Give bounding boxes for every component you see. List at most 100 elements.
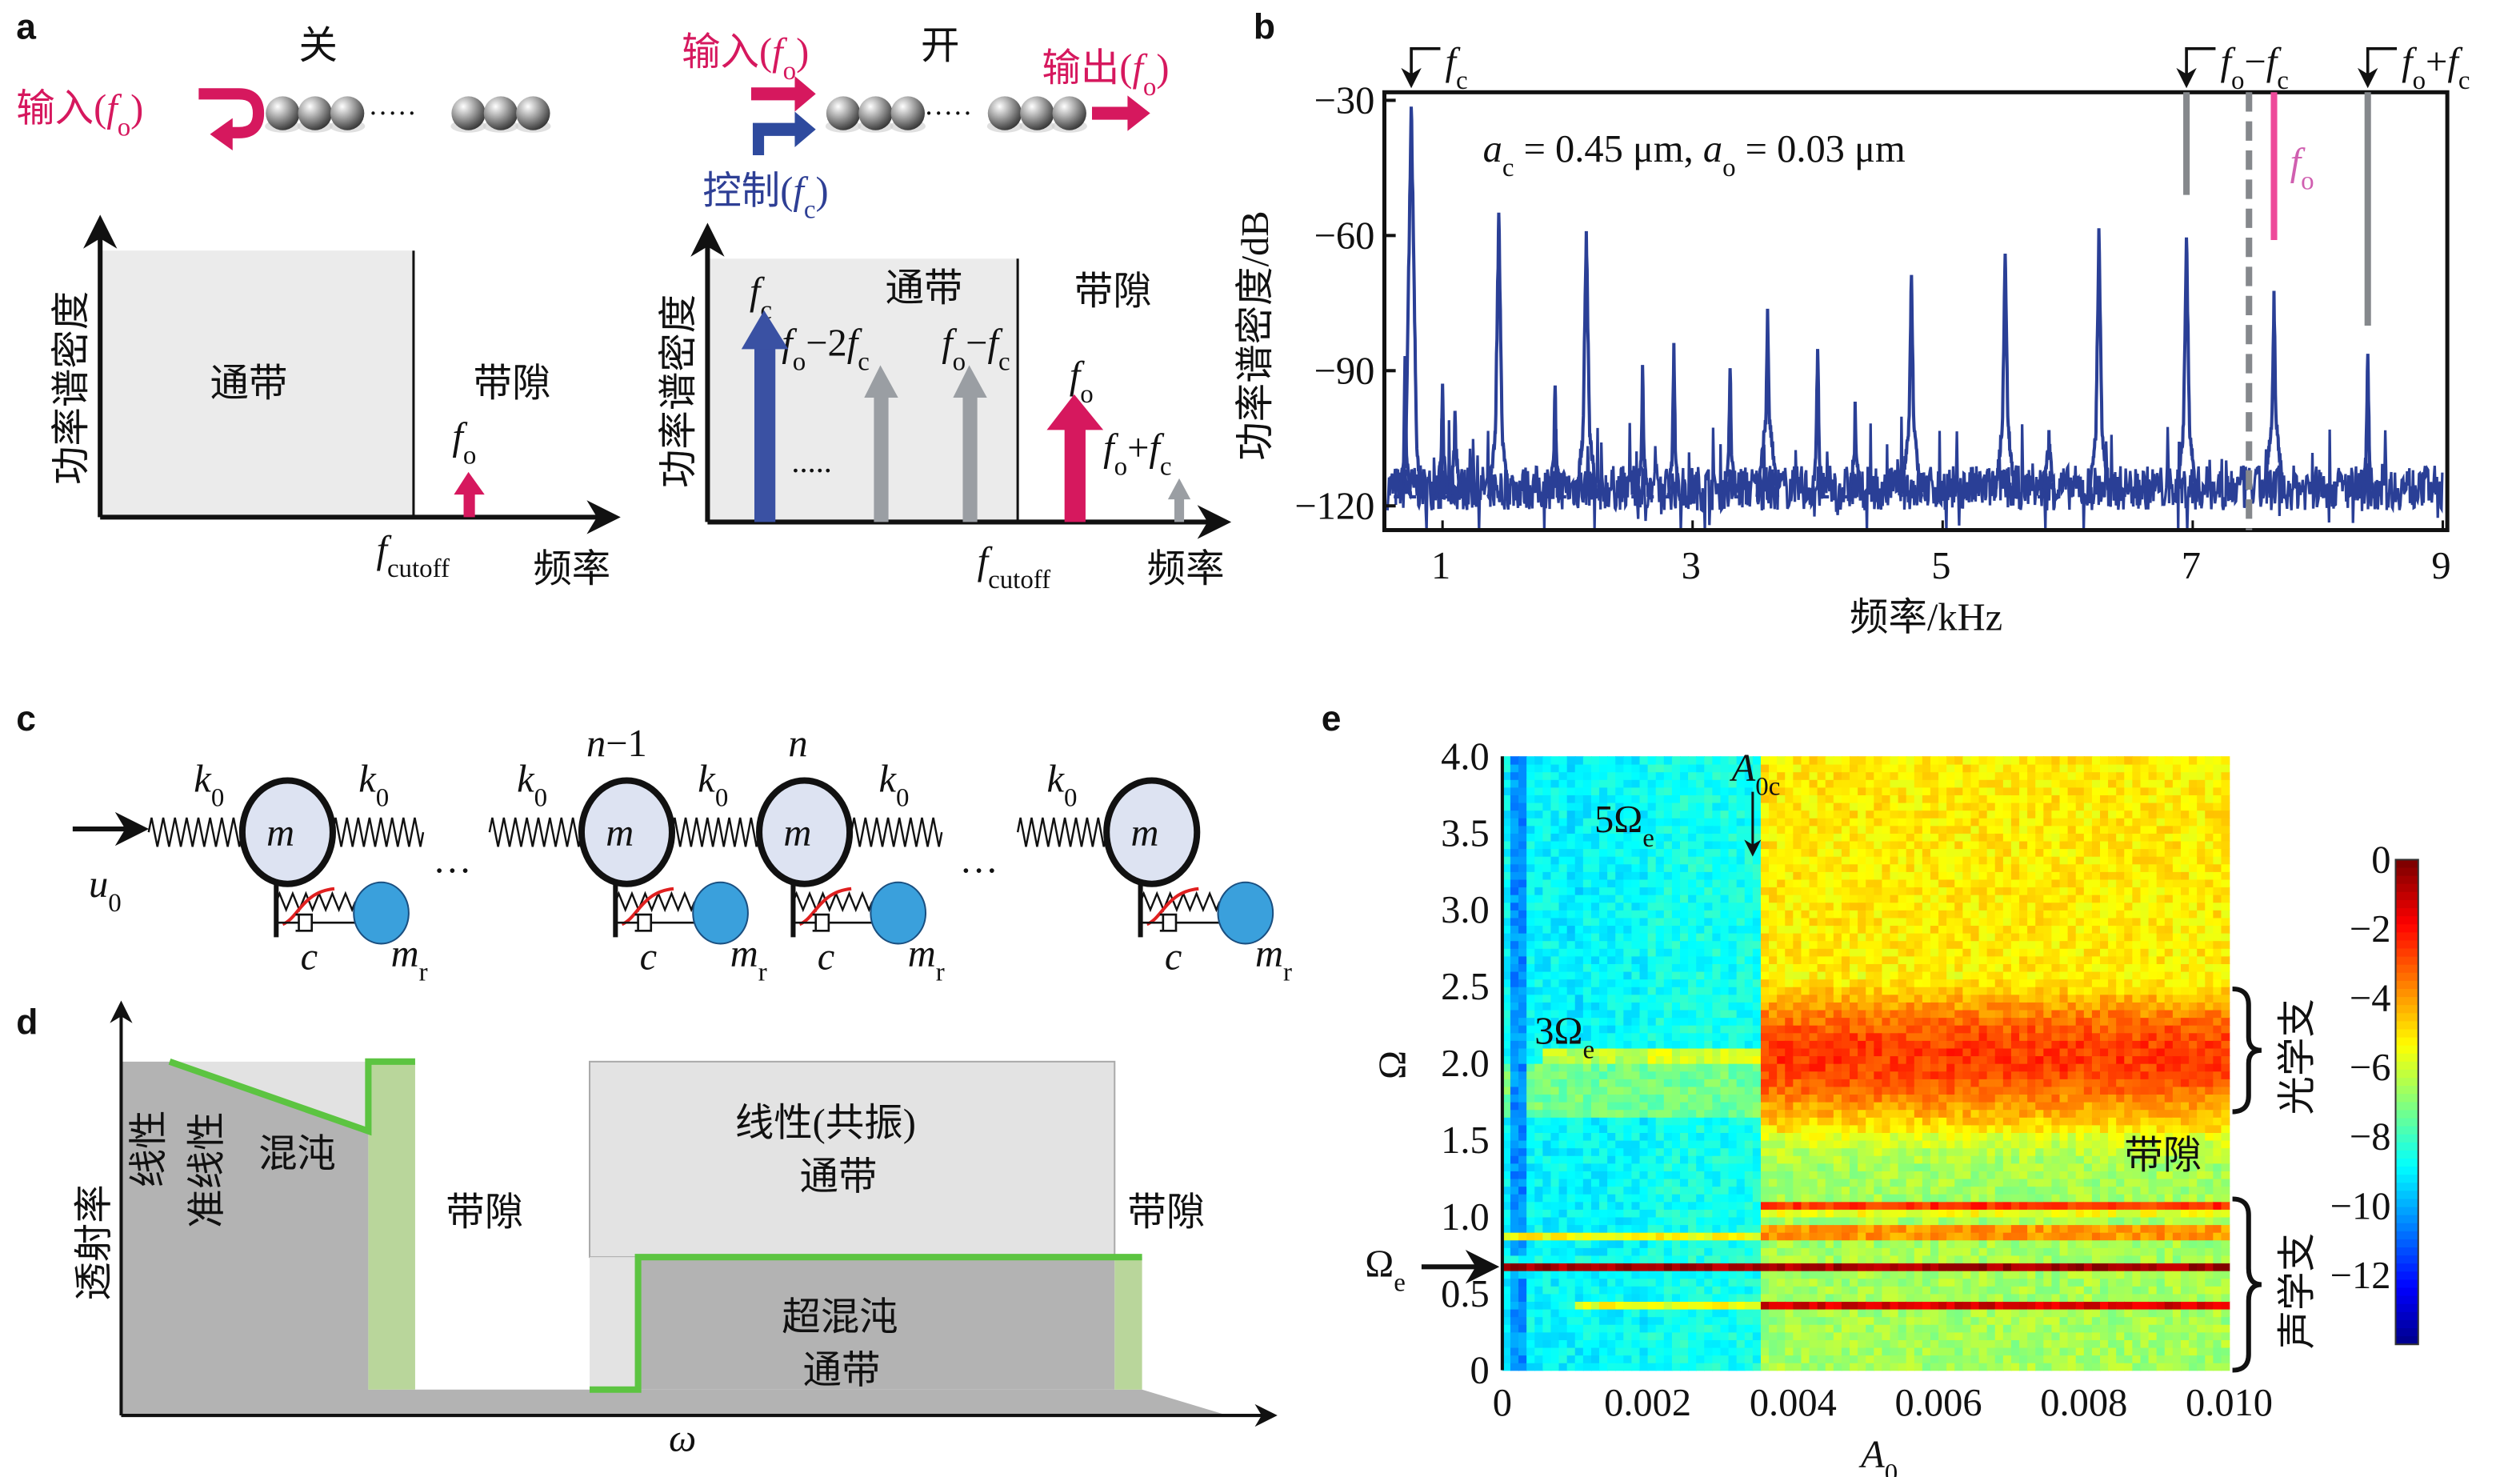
heatmap-cell: [1906, 1355, 1915, 1363]
heatmap-cell: [1599, 855, 1608, 865]
heatmap-cell: [1914, 979, 1923, 987]
heatmap-cell: [1922, 917, 1931, 927]
heatmap-cell: [1534, 1355, 1544, 1363]
heatmap-cell: [1769, 833, 1778, 842]
heatmap-cell: [1696, 955, 1706, 964]
heatmap-cell: [1841, 1355, 1850, 1363]
heatmap-cell: [1946, 955, 1956, 964]
heatmap-cell: [1841, 1094, 1850, 1103]
sum-arrow-head: [1167, 478, 1191, 500]
heatmap-cell: [1930, 902, 1939, 911]
heatmap-cell: [1736, 1347, 1746, 1356]
heatmap-cell: [1760, 1109, 1770, 1118]
heatmap-cell: [1663, 1231, 1673, 1241]
heatmap-cell: [1858, 887, 1867, 895]
heatmap-cell: [1712, 887, 1722, 895]
heatmap-cell: [1728, 1263, 1738, 1271]
heatmap-cell: [1599, 1124, 1608, 1133]
heatmap-cell: [1736, 1017, 1746, 1026]
heatmap-cell: [1922, 1094, 1931, 1103]
heatmap-cell: [1582, 1347, 1592, 1356]
heatmap-cell: [1777, 1355, 1786, 1363]
heatmap-cell: [1542, 1079, 1552, 1087]
heatmap-cell: [1793, 1308, 1802, 1318]
heatmap-cell: [1566, 1323, 1576, 1333]
heatmap-cell: [1954, 1239, 1964, 1248]
heatmap-cell: [1882, 1308, 1891, 1318]
heatmap-cell: [1680, 1355, 1689, 1363]
heatmap-cell: [1882, 1239, 1891, 1248]
heatmap-cell: [1518, 902, 1527, 911]
heatmap-cell: [1906, 1308, 1915, 1318]
heatmap-cell: [1825, 1316, 1834, 1325]
heatmap-cell: [1736, 917, 1746, 927]
heatmap-cell: [1833, 1147, 1842, 1156]
heatmap-cell: [1599, 771, 1608, 780]
heatmap-cell: [1850, 1086, 1858, 1095]
heatmap-cell: [1582, 1301, 1592, 1310]
heatmap-cell: [1566, 986, 1576, 995]
heatmap-cell: [1631, 1055, 1641, 1064]
heatmap-cell: [1914, 1308, 1923, 1318]
heatmap-cell: [1793, 1002, 1802, 1011]
heatmap-cell: [1777, 817, 1786, 827]
heatmap-cell: [1809, 986, 1818, 995]
heatmap-cell: [1954, 1117, 1964, 1126]
heatmap-cell: [1809, 1163, 1818, 1171]
heatmap-cell: [1647, 1063, 1657, 1072]
heatmap-cell: [1744, 979, 1754, 987]
heatmap-cell: [1970, 833, 1980, 842]
heatmap-cell: [1663, 925, 1673, 934]
heatmap-cell: [1566, 863, 1576, 872]
heatmap-cell: [1534, 925, 1544, 934]
heatmap-cell: [1906, 979, 1915, 987]
heatmap-cell: [1712, 1155, 1722, 1164]
heatmap-cell: [1671, 887, 1681, 895]
heatmap-cell: [1712, 1301, 1722, 1310]
heatmap-cell: [1817, 902, 1826, 911]
heatmap-cell: [1688, 1017, 1697, 1026]
heatmap-cell: [1720, 1224, 1730, 1233]
heatmap-cell: [1590, 863, 1600, 872]
heatmap-cell: [1954, 1002, 1964, 1011]
heatmap-cell: [1712, 1286, 1722, 1295]
heatmap-cell: [1510, 1109, 1519, 1118]
heatmap-cell: [1631, 1178, 1641, 1187]
heatmap-cell: [1599, 863, 1608, 872]
heatmap-cell: [1696, 1032, 1706, 1041]
heatmap-cell: [1542, 1263, 1552, 1271]
heatmap-cell: [1542, 1323, 1552, 1333]
heatmap-cell: [1526, 779, 1536, 788]
heatmap-cell: [1550, 1147, 1560, 1156]
heatmap-cell: [1590, 779, 1600, 788]
heatmap-cell: [1720, 1209, 1730, 1218]
heatmap-cell: [1534, 971, 1544, 980]
heatmap-cell: [1882, 1002, 1891, 1011]
heatmap-cell: [1769, 1155, 1778, 1164]
heatmap-cell: [1777, 855, 1786, 865]
heatmap-cell: [1663, 871, 1673, 880]
heatmap-cell: [1760, 833, 1770, 842]
heatmap-cell: [1639, 871, 1649, 880]
heatmap-cell: [1938, 932, 1947, 942]
heatmap-cell: [1728, 1132, 1738, 1141]
heatmap-cell: [1890, 1017, 1899, 1026]
heatmap-cell: [1582, 1247, 1592, 1256]
heatmap-cell: [1680, 863, 1689, 872]
heatmap-cell: [1841, 1178, 1850, 1187]
heatmap-cell: [1720, 1132, 1730, 1141]
heatmap-cell: [1647, 802, 1657, 811]
heatmap-cell: [1510, 1231, 1519, 1241]
heatmap-cell: [1930, 848, 1939, 857]
heatmap-cell: [1866, 1124, 1875, 1133]
heatmap-cell: [1970, 863, 1980, 872]
heatmap-cell: [1825, 1178, 1834, 1187]
heatmap-cell: [1574, 1263, 1584, 1271]
heatmap-cell: [1582, 1101, 1592, 1111]
heatmap-cell: [1688, 1323, 1697, 1333]
heatmap-cell: [1582, 1017, 1592, 1026]
heatmap-cell: [1736, 817, 1746, 827]
heatmap-cell: [1825, 1132, 1834, 1141]
heatmap-cell: [1801, 986, 1810, 995]
heatmap-cell: [1728, 840, 1738, 850]
